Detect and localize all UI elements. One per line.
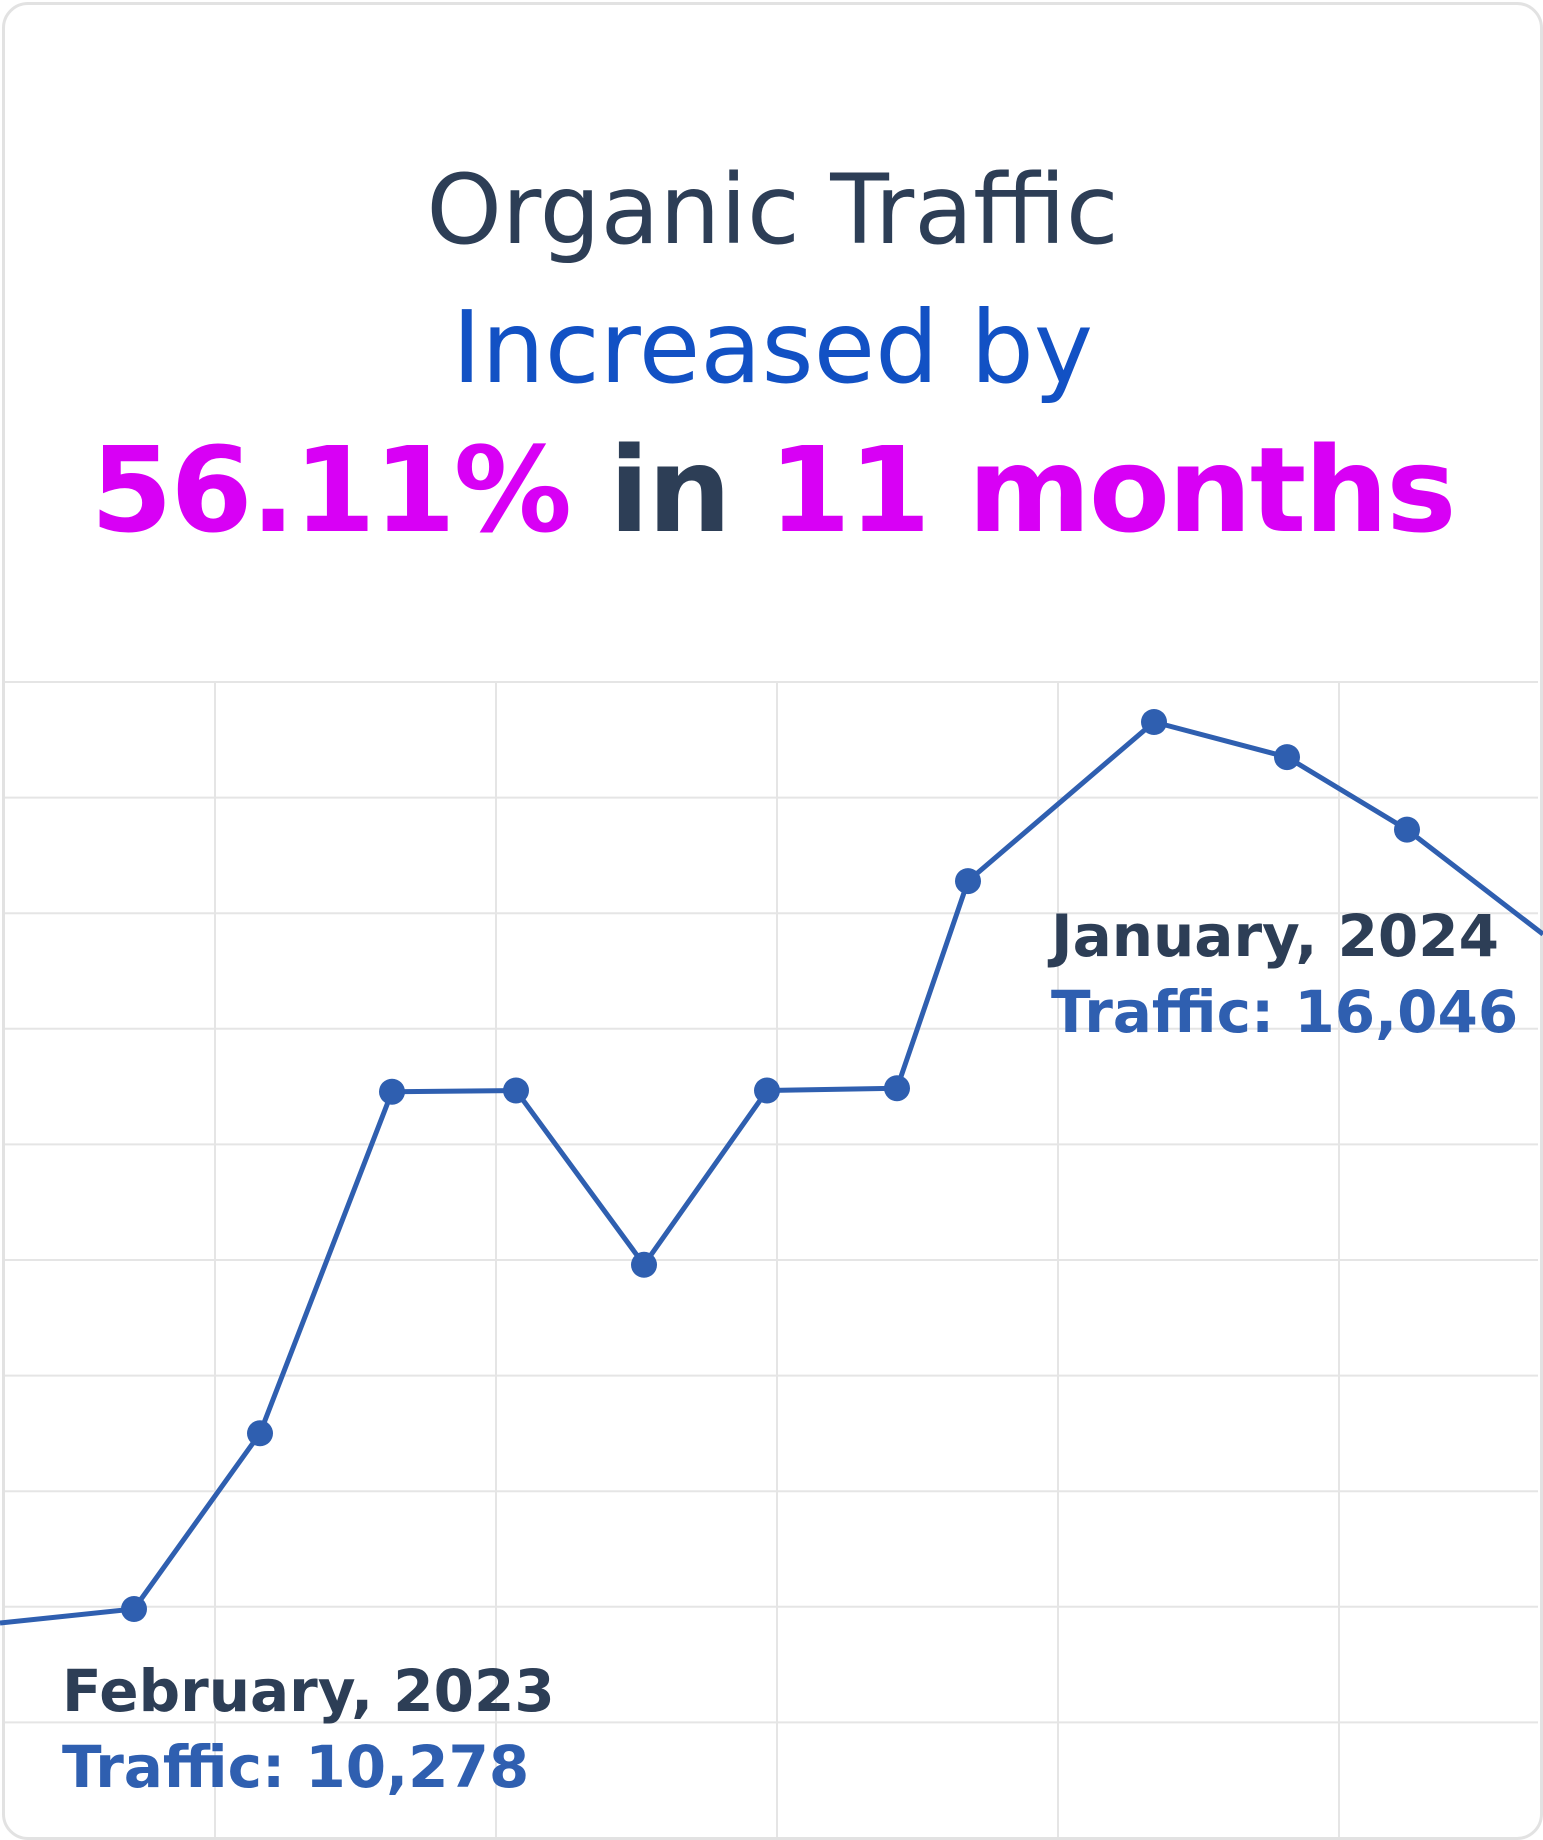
- data-point: [631, 1251, 657, 1278]
- headline-line-3: 56.11% in 11 months: [5, 425, 1540, 555]
- chart-annotations: February, 2023 Traffic: 10,278 January, …: [62, 902, 1518, 1801]
- data-point: [754, 1077, 780, 1104]
- headline-organic-traffic: Organic Traffic: [426, 154, 1119, 266]
- headline-increased-by: Increased by: [451, 289, 1094, 406]
- annotation-end-value: Traffic: 16,046: [1051, 978, 1518, 1046]
- data-point: [1141, 709, 1167, 735]
- headline-duration: 11 months: [768, 421, 1457, 559]
- headline-percentage: 56.11%: [90, 421, 571, 559]
- data-point: [955, 868, 981, 895]
- chart-grid: [5, 681, 1538, 1837]
- data-point: [121, 1596, 147, 1622]
- data-point: [1274, 744, 1300, 771]
- data-point: [1394, 816, 1420, 843]
- data-point: [503, 1077, 529, 1104]
- annotation-start-value: Traffic: 10,278: [62, 1733, 529, 1801]
- annotation-end-title: January, 2024: [1047, 902, 1499, 970]
- data-point: [247, 1420, 273, 1447]
- data-point: [379, 1078, 405, 1105]
- data-point: [884, 1075, 910, 1102]
- traffic-series: [0, 709, 1543, 1626]
- annotation-start-title: February, 2023: [62, 1657, 555, 1725]
- headline-line-2: Increased by: [5, 290, 1540, 405]
- headline-in: in: [609, 421, 731, 559]
- headline-line-1: Organic Traffic: [5, 155, 1540, 265]
- traffic-line: [0, 719, 1543, 1626]
